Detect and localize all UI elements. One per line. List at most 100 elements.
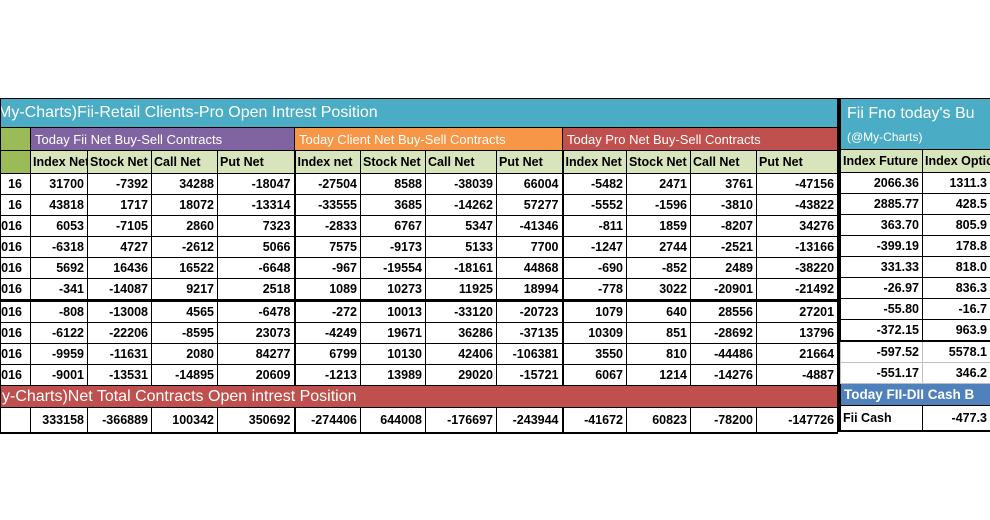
value-cell: -1247 bbox=[561, 236, 627, 258]
value-cell: -11631 bbox=[87, 343, 152, 365]
net-total-band: y-Charts)Net Total Contracts Open intres… bbox=[0, 385, 839, 408]
value-cell: -1213 bbox=[293, 364, 361, 386]
value-cell: 2885.77 bbox=[840, 193, 923, 215]
value-cell: -778 bbox=[561, 278, 627, 302]
value-cell: 10130 bbox=[360, 343, 426, 365]
value-cell: 4565 bbox=[151, 300, 218, 323]
value-cell: 1214 bbox=[626, 364, 691, 386]
col-header-index-future: Index Future bbox=[840, 149, 923, 173]
value-cell: -55.80 bbox=[840, 298, 923, 320]
section-header-pro: Today Pro Net Buy-Sell Contracts bbox=[561, 127, 839, 151]
value-cell: 5066 bbox=[217, 236, 295, 258]
value-cell: 5347 bbox=[425, 215, 497, 237]
value-cell: 7700 bbox=[496, 236, 563, 258]
value-cell: 27201 bbox=[755, 300, 839, 323]
value-cell: 42406 bbox=[425, 343, 497, 365]
value-cell: -20901 bbox=[690, 278, 757, 302]
value-cell: -3810 bbox=[690, 194, 757, 216]
panel-title-row: Fii Fno today's Bu (@My-Charts) bbox=[840, 98, 990, 150]
value-cell: -47156 bbox=[755, 173, 839, 195]
value-cell: 11925 bbox=[425, 278, 497, 302]
value-cell: -7105 bbox=[87, 215, 152, 237]
total-cell: -274406 bbox=[293, 407, 361, 434]
panel-column-header-row: Index Future Index Optio bbox=[840, 149, 990, 173]
value-cell: 6053 bbox=[30, 215, 88, 237]
value-cell: -43822 bbox=[755, 194, 839, 216]
value-cell: 2080 bbox=[151, 343, 218, 365]
value-cell: -14276 bbox=[690, 364, 757, 386]
table-row: 016 -6318 4727 -2612 5066 7575 -9173 5133 7700 -1… bbox=[0, 236, 839, 258]
value-cell: 18994 bbox=[496, 278, 563, 302]
value-cell: 6799 bbox=[293, 343, 361, 365]
table-row: 016 -9001 -13531 -14895 20609 -1213 13989 29020… bbox=[0, 364, 839, 386]
value-cell: 7323 bbox=[217, 215, 295, 237]
date-cell: 16 bbox=[0, 173, 31, 195]
table-row: 2066.36 1311.3 bbox=[840, 172, 990, 194]
table-row: 2885.77 428.5 bbox=[840, 193, 990, 215]
column-header-row: Index Net Stock Net Call Net Put Net Index n… bbox=[0, 150, 839, 174]
value-cell: 18072 bbox=[151, 194, 218, 216]
value-cell: 9217 bbox=[151, 278, 218, 302]
value-cell: 1079 bbox=[561, 300, 627, 323]
value-cell: 29020 bbox=[425, 364, 497, 386]
value-cell: -13314 bbox=[217, 194, 295, 216]
table-row: -26.97 836.3 bbox=[840, 277, 990, 299]
value-cell: -6122 bbox=[30, 322, 88, 344]
value-cell: 5133 bbox=[425, 236, 497, 258]
value-cell: 10013 bbox=[360, 300, 426, 323]
cash-band-row: Today FII-DII Cash B bbox=[840, 383, 990, 406]
main-title: My-Charts)Fii-Retail Clients-Pro Open In… bbox=[0, 98, 839, 128]
value-cell: -21492 bbox=[755, 278, 839, 302]
table-row: 331.33 818.0 bbox=[840, 256, 990, 278]
value-cell: 5578.1 bbox=[922, 340, 990, 363]
fii-fno-panel: Fii Fno today's Bu (@My-Charts) Index Fu… bbox=[837, 98, 990, 432]
value-cell: -341 bbox=[30, 278, 88, 302]
total-cell: 333158 bbox=[30, 407, 88, 434]
fii-fno-table: Fii Fno today's Bu (@My-Charts) Index Fu… bbox=[840, 98, 990, 432]
value-cell: 3685 bbox=[360, 194, 426, 216]
value-cell: -20723 bbox=[496, 300, 563, 323]
value-cell: 7575 bbox=[293, 236, 361, 258]
column-header: Call Net bbox=[690, 150, 757, 174]
column-header: Stock Net bbox=[87, 150, 152, 174]
value-cell: 13989 bbox=[360, 364, 426, 386]
value-cell: 1089 bbox=[293, 278, 361, 302]
value-cell: 44868 bbox=[496, 257, 563, 279]
section-header-row: Today Fii Net Buy-Sell Contracts Today C… bbox=[0, 127, 839, 151]
total-cell: 644008 bbox=[360, 407, 426, 434]
table-row: -372.15 963.9 bbox=[840, 319, 990, 342]
value-cell: -106381 bbox=[496, 343, 563, 365]
column-header: Index net bbox=[293, 150, 361, 174]
open-interest-table: My-Charts)Fii-Retail Clients-Pro Open In… bbox=[0, 98, 839, 434]
section-header-client: Today Client Net Buy-Sell Contracts bbox=[294, 127, 563, 151]
column-header: Call Net bbox=[151, 150, 218, 174]
value-cell: -2833 bbox=[293, 215, 361, 237]
value-cell: 178.8 bbox=[922, 235, 990, 257]
column-header: Index Net bbox=[30, 150, 88, 174]
total-row: 333158 -366889 100342 350692 -274406 644008 -1… bbox=[0, 407, 839, 434]
value-cell: 3761 bbox=[690, 173, 757, 195]
value-cell: -6478 bbox=[217, 300, 295, 323]
value-cell: -18161 bbox=[425, 257, 497, 279]
value-cell: 34276 bbox=[755, 215, 839, 237]
value-cell: -41346 bbox=[496, 215, 563, 237]
table-row: 016 6053 -7105 2860 7323 -2833 6767 5347 -41346-… bbox=[0, 215, 839, 237]
value-cell: 810 bbox=[626, 343, 691, 365]
total-cell: -366889 bbox=[87, 407, 152, 434]
table-row: 016 5692 16436 16522 -6648 -967 -19554 -18161 44… bbox=[0, 257, 839, 279]
panel-subtitle: (@My-Charts) bbox=[847, 130, 923, 144]
total-cell: -147726 bbox=[755, 407, 839, 434]
column-header: Stock Net bbox=[360, 150, 426, 174]
table-row: 363.70 805.9 bbox=[840, 214, 990, 236]
value-cell: 428.5 bbox=[922, 193, 990, 215]
fii-cash-value: -477.3 bbox=[922, 405, 990, 432]
column-header: Call Net bbox=[425, 150, 497, 174]
value-cell: 34288 bbox=[151, 173, 218, 195]
value-cell: -38220 bbox=[755, 257, 839, 279]
value-cell: -690 bbox=[561, 257, 627, 279]
value-cell: 805.9 bbox=[922, 214, 990, 236]
value-cell: 21664 bbox=[755, 343, 839, 365]
section-header-fii: Today Fii Net Buy-Sell Contracts bbox=[30, 127, 295, 151]
value-cell: 2489 bbox=[690, 257, 757, 279]
value-cell: 2518 bbox=[217, 278, 295, 302]
